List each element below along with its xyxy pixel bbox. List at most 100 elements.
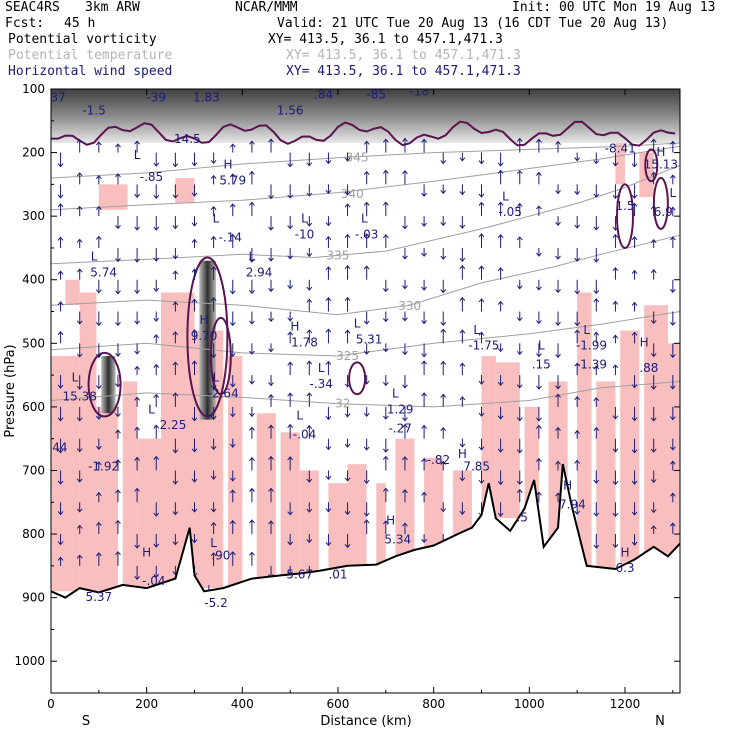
wind-arrow: [287, 247, 294, 260]
wind-arrow-head: [497, 267, 504, 272]
wind-arrow: [478, 331, 485, 344]
low-marker: L: [72, 370, 79, 384]
wind-arrow-head: [153, 162, 160, 167]
wind-arrow: [669, 406, 676, 421]
wind-arrow: [325, 360, 332, 376]
wind-arrow: [555, 140, 561, 153]
wind-arrow-head: [669, 416, 676, 421]
wind-arrow: [440, 311, 447, 326]
wind-arrow: [555, 216, 561, 226]
low-marker: L: [669, 186, 676, 200]
wind-arrow: [363, 343, 370, 355]
wind-arrow: [229, 311, 236, 327]
wind-arrow: [172, 152, 179, 168]
wind-arrow-head: [268, 424, 274, 429]
wind-arrow-head: [612, 267, 619, 272]
x-axis-label: Distance (km): [320, 714, 411, 729]
wind-arrow: [229, 519, 236, 535]
wind-arrow-head: [382, 169, 389, 174]
pv-contour: [644, 148, 659, 183]
wind-arrow-head: [306, 508, 313, 513]
wind-arrow-head: [440, 360, 447, 365]
x-tick-label: 800: [422, 697, 445, 711]
wind-arrow: [268, 520, 274, 535]
wind-arrow: [210, 438, 217, 451]
wind-arrow-head: [210, 475, 217, 480]
wind-arrow-head: [229, 290, 236, 295]
wind-arrow: [478, 152, 485, 165]
wind-arrow: [306, 392, 313, 407]
wind-arrow: [593, 470, 600, 484]
wind-arrow-head: [172, 301, 179, 306]
wind-arrow-head: [172, 392, 179, 397]
wind-arrow-head: [478, 233, 485, 238]
wind-arrow-head: [631, 384, 638, 389]
wind-arrow-head: [287, 317, 294, 322]
wind-arrow: [325, 502, 332, 513]
wind-arrow: [344, 502, 351, 516]
wind-arrow-head: [536, 286, 542, 291]
wind-arrow: [134, 565, 140, 581]
wind-arrow: [153, 334, 160, 344]
wind-arrow-head: [459, 477, 466, 482]
wind-arrow: [612, 216, 619, 231]
wind-arrow-head: [153, 543, 160, 548]
wind-arrow: [402, 375, 408, 389]
extrema-value: 15.13: [644, 157, 678, 171]
shading-patch: [175, 178, 195, 204]
wind-arrow-head: [363, 233, 370, 238]
wind-arrow: [593, 247, 600, 263]
wind-arrow-head: [536, 320, 542, 325]
shading-column: [79, 292, 97, 592]
wind-arrow-head: [134, 365, 140, 370]
wind-arrow: [153, 247, 160, 262]
wind-arrow-head: [344, 383, 351, 388]
shading-column: [122, 381, 138, 587]
wind-arrow: [191, 534, 198, 544]
wind-arrow-head: [631, 331, 638, 336]
wind-arrow-head: [115, 322, 121, 327]
wind-arrow: [115, 519, 121, 535]
high-marker: H: [458, 447, 467, 461]
wind-arrow: [153, 502, 160, 517]
shading-column: [96, 406, 118, 592]
wind-arrow-head: [631, 541, 638, 546]
extrema-value: -.04: [293, 428, 316, 442]
x-tick-label: 400: [231, 697, 254, 711]
extrema-value: 6.3: [615, 561, 634, 575]
wind-arrow-head: [363, 140, 370, 145]
theta-isentropes: 345 340 335 330 325 32: [51, 142, 680, 411]
wind-arrow: [363, 265, 370, 280]
wind-arrow: [631, 269, 638, 280]
wind-arrow-head: [172, 511, 179, 516]
wind-arrow-head: [95, 491, 102, 497]
wind-arrow: [210, 343, 217, 359]
wind-arrow-head: [536, 457, 542, 462]
extrema-value: -.82: [427, 453, 450, 467]
wind-arrow: [76, 343, 83, 358]
high-marker: H: [620, 545, 629, 559]
wind-arrow-head: [402, 255, 408, 260]
theta-label-32: 32: [335, 397, 350, 411]
wind-arrow: [95, 375, 102, 390]
wind-arrow: [325, 438, 332, 451]
wind-arrow-head: [249, 551, 255, 556]
wind-arrow-head: [536, 417, 542, 422]
wind-arrow-head: [229, 322, 236, 327]
wind-arrow-head: [134, 258, 140, 263]
wind-arrow-head: [421, 192, 427, 197]
wind-arrow: [612, 152, 619, 167]
wind-arrow-head: [593, 512, 600, 517]
wind-arrow: [229, 233, 236, 248]
wind-arrow: [268, 455, 274, 471]
wind-arrow-head: [612, 226, 619, 231]
extrema-value: .88: [639, 361, 658, 375]
wind-arrow-head: [229, 519, 236, 524]
wind-arrow-head: [650, 479, 657, 484]
wind-arrow: [402, 137, 408, 153]
wind-arrow-head: [402, 489, 408, 494]
wind-arrow-head: [191, 268, 198, 273]
wind-arrow-head: [287, 541, 294, 546]
wind-arrow: [325, 216, 332, 227]
wind-arrow: [344, 152, 351, 162]
